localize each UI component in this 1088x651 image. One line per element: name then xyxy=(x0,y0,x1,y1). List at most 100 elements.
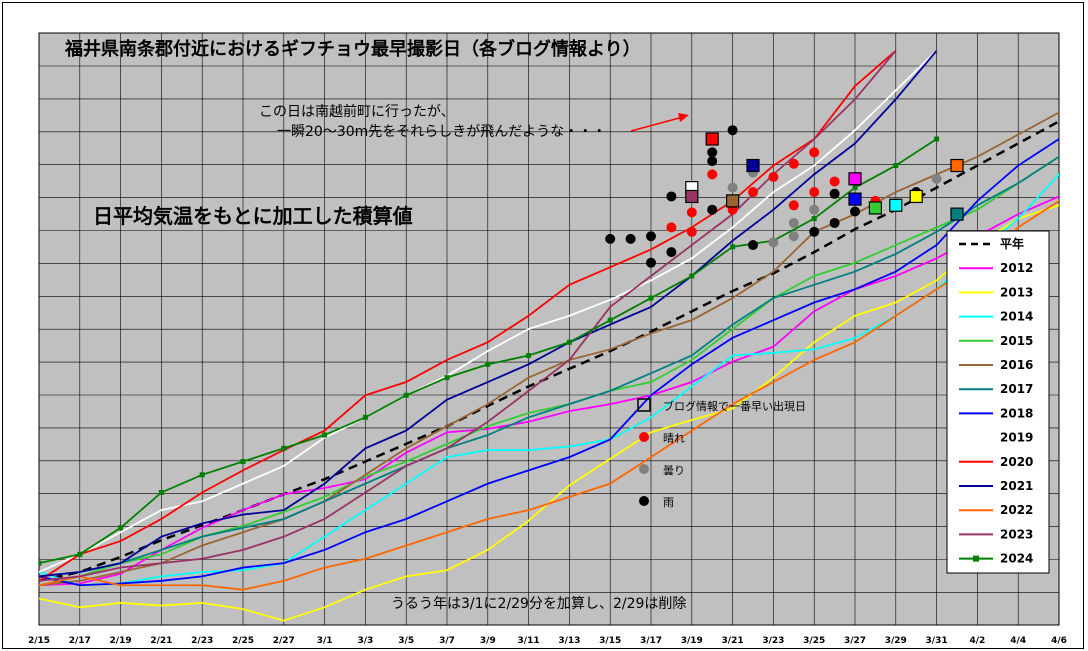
weather-dot-sun xyxy=(788,200,799,211)
legend-label-2018: 2018 xyxy=(1000,406,1033,420)
series-point-2024 xyxy=(199,472,205,478)
legend-sun-label: 晴れ xyxy=(663,432,685,445)
cumulative-temperature-chart: 2/15 2/17 2/19 2/21 2/23 2/25 2/27 3/1 3/3 3/5 3/7… xyxy=(28,32,1067,646)
series-line-2021 xyxy=(39,50,938,578)
first-sighting-marker-2012 xyxy=(848,172,862,186)
weather-dot-cloud xyxy=(768,237,779,248)
x-tick-label: 3/23 xyxy=(762,636,784,646)
x-tick-label: 2/21 xyxy=(150,636,172,646)
weather-dot-rain xyxy=(809,226,820,237)
x-tick-label: 3/9 xyxy=(480,636,496,646)
legend-rain-label: 雨 xyxy=(663,496,674,509)
x-tick-label: 4/4 xyxy=(1010,636,1026,646)
series-line-2022 xyxy=(39,199,1059,591)
x-tick-label: 3/31 xyxy=(926,636,948,646)
legend-swatch-marker-2024 xyxy=(973,555,979,562)
series-line-2018 xyxy=(39,138,1059,587)
series-point-2024 xyxy=(281,445,287,451)
series-point-2024 xyxy=(39,560,42,566)
series-point-2024 xyxy=(730,244,736,250)
series-point-2024 xyxy=(893,163,899,169)
series-point-2024 xyxy=(811,216,817,222)
weather-dot-rain xyxy=(707,156,718,167)
legend-label-2016: 2016 xyxy=(1000,358,1033,372)
series-point-2024 xyxy=(362,414,368,420)
series-point-2024 xyxy=(566,339,572,345)
series-point-2024 xyxy=(77,551,83,557)
x-tick-label: 2/15 xyxy=(28,636,50,646)
x-tick-label: 3/27 xyxy=(844,636,866,646)
legend-label-2023: 2023 xyxy=(1000,527,1033,541)
first-sighting-marker-2015 xyxy=(868,201,883,215)
weather-dot-rain xyxy=(666,191,677,202)
x-tick-label: 3/11 xyxy=(518,636,540,646)
grid-lines xyxy=(38,33,1060,625)
annotation-arrow-head xyxy=(678,113,689,122)
first-sighting-marker-2022 xyxy=(950,158,964,173)
x-tick-label: 2/23 xyxy=(191,636,213,646)
x-tick-label: 3/7 xyxy=(439,636,455,646)
series-point-2024 xyxy=(118,525,124,531)
legend-first-sighting-square-icon xyxy=(637,398,651,412)
x-tick-label: 4/6 xyxy=(1051,636,1067,646)
weather-dot-sun xyxy=(666,222,677,233)
series-point-2024 xyxy=(322,432,328,438)
weather-dot-rain xyxy=(727,125,738,136)
chart-footnote: うるう年は3/1に2/29分を加算し、2/29は削除 xyxy=(391,596,686,612)
weather-dot-sun xyxy=(686,226,697,237)
weather-dot-sun xyxy=(768,172,779,183)
series-legend-box xyxy=(946,230,1050,574)
legend-label-2013: 2013 xyxy=(1000,285,1033,299)
x-tick-label: 2/25 xyxy=(232,636,254,646)
first-sighting-layer xyxy=(685,132,964,221)
annotation-note-2: 一瞬20～30m先をそれらしきが飛んだような・・・ xyxy=(277,124,606,140)
first-sighting-marker-2014 xyxy=(889,198,903,212)
first-sighting-marker-2013 xyxy=(909,189,923,204)
series-point-2024 xyxy=(403,392,409,398)
x-tick-label: 3/15 xyxy=(599,636,621,646)
legend-label-2024: 2024 xyxy=(1000,552,1033,566)
weather-dot-sun xyxy=(809,147,820,158)
weather-dot-rain xyxy=(829,188,840,199)
weather-dot-rain xyxy=(707,147,718,158)
x-tick-label: 3/29 xyxy=(885,636,907,646)
series-point-2024 xyxy=(852,185,858,191)
weather-dot-sun xyxy=(686,207,697,218)
weather-dot-rain xyxy=(605,233,616,244)
annotation-note: この日は南越前町に行ったが、 xyxy=(259,103,455,120)
chart-title: 福井県南条郡付近におけるギフチョウ最早撮影日（各ブログ情報より） xyxy=(64,38,641,60)
annotation-arrow xyxy=(630,116,684,132)
first-sighting-marker-2023 xyxy=(685,189,699,204)
series-legend: 平年 2012 2013 2014 2015 2016 2017 2018 2019 2020 20… xyxy=(946,230,1050,574)
first-sighting-marker-2018 xyxy=(848,192,862,206)
first-sighting-marker-2017 xyxy=(950,207,964,221)
chart-subtitle: 日平均気温をもとに加工した積算値 xyxy=(93,204,413,228)
legend-cloud-label: 曇り xyxy=(663,464,685,477)
weather-dot-rain xyxy=(646,231,656,242)
legend-label-2017: 2017 xyxy=(1000,382,1033,396)
weather-dot-rain xyxy=(748,240,758,251)
series-line-2013 xyxy=(39,204,1059,622)
weather-dot-sun xyxy=(748,187,758,198)
legend-sun-dot-icon xyxy=(639,432,649,442)
weather-dot-cloud xyxy=(727,182,738,193)
x-tick-label: 3/13 xyxy=(558,636,580,646)
x-tick-label: 3/3 xyxy=(357,636,373,646)
legend-label-2020: 2020 xyxy=(1000,455,1033,469)
x-tick-label: 4/2 xyxy=(969,636,985,646)
legend-cloud-dot-icon xyxy=(639,464,649,474)
marker-legend: ブログ情報で一番早い出現日 晴れ 曇り 雨 xyxy=(637,398,806,509)
x-tick-label: 3/17 xyxy=(640,636,662,646)
legend-label-2014: 2014 xyxy=(1000,310,1033,324)
x-tick-label: 3/25 xyxy=(803,636,825,646)
series-point-2024 xyxy=(689,273,695,279)
weather-dot-rain xyxy=(646,257,656,268)
series-line-2017 xyxy=(39,155,1059,578)
first-sighting-marker-2021 xyxy=(746,158,760,173)
x-tick-label: 2/27 xyxy=(273,636,295,646)
weather-dot-rain xyxy=(707,204,718,215)
legend-rain-dot-icon xyxy=(639,496,649,506)
x-tick-label: 3/1 xyxy=(317,636,333,646)
x-tick-label: 2/17 xyxy=(69,636,91,646)
series-point-2024 xyxy=(648,295,654,301)
